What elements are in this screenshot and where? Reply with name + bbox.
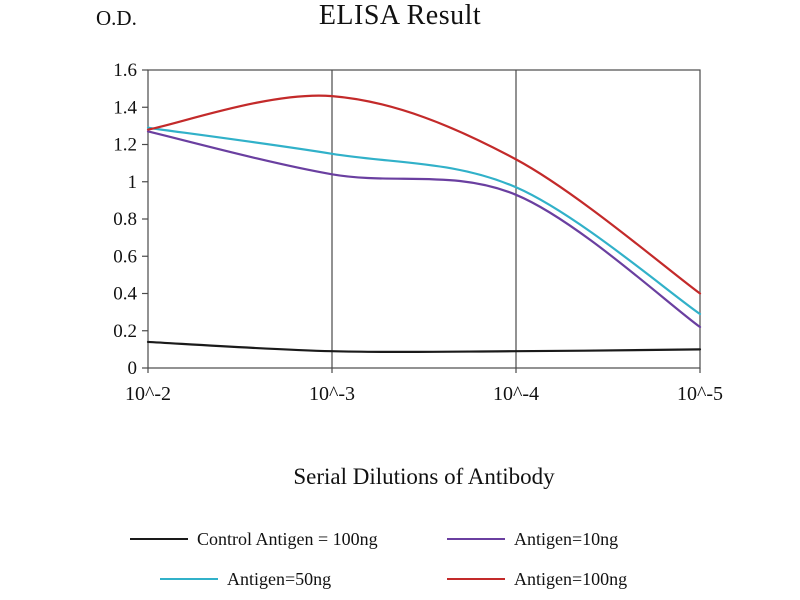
y-tick-label: 0.6 bbox=[113, 246, 137, 267]
legend-label: Antigen=50ng bbox=[227, 568, 332, 589]
x-tick-label: 10^-5 bbox=[677, 383, 723, 405]
legend-line-swatch bbox=[130, 538, 188, 540]
legend-item: Antigen=100ng bbox=[447, 566, 627, 592]
series-line bbox=[146, 94, 702, 295]
legend-item: Control Antigen = 100ng bbox=[130, 526, 378, 552]
legend-item: Antigen=50ng bbox=[160, 566, 331, 592]
plot-border bbox=[147, 69, 701, 369]
series-line bbox=[146, 340, 702, 354]
legend-label: Control Antigen = 100ng bbox=[197, 528, 378, 549]
legend-label: Antigen=100ng bbox=[514, 568, 628, 589]
series-line bbox=[146, 130, 702, 329]
legend-line-swatch bbox=[447, 538, 505, 540]
y-tick-label: 0.2 bbox=[113, 321, 137, 342]
legend-line-swatch bbox=[447, 578, 505, 580]
x-tick-label: 10^-4 bbox=[493, 383, 539, 405]
legend-item: Antigen=10ng bbox=[447, 526, 618, 552]
y-tick-label: 0.4 bbox=[113, 284, 137, 305]
legend-line-swatch bbox=[160, 578, 218, 580]
y-tick-label: 0 bbox=[128, 358, 138, 379]
x-axis-title: Serial Dilutions of Antibody bbox=[293, 464, 555, 489]
series-line bbox=[146, 126, 702, 316]
chart-legend: Control Antigen = 100ng Antigen=10ng Antig… bbox=[0, 526, 800, 600]
y-axis-title: O.D. bbox=[96, 6, 137, 30]
x-tick-label: 10^-3 bbox=[309, 383, 355, 405]
x-tick-label: 10^-2 bbox=[125, 383, 171, 405]
y-tick-label: 1.2 bbox=[113, 135, 137, 156]
y-tick-label: 1.6 bbox=[113, 60, 137, 81]
legend-label: Antigen=10ng bbox=[514, 528, 619, 549]
y-tick-label: 1.4 bbox=[113, 97, 137, 118]
y-tick-label: 0.8 bbox=[113, 209, 137, 230]
y-tick-label: 1 bbox=[128, 172, 138, 193]
chart-title: ELISA Result bbox=[318, 0, 482, 31]
